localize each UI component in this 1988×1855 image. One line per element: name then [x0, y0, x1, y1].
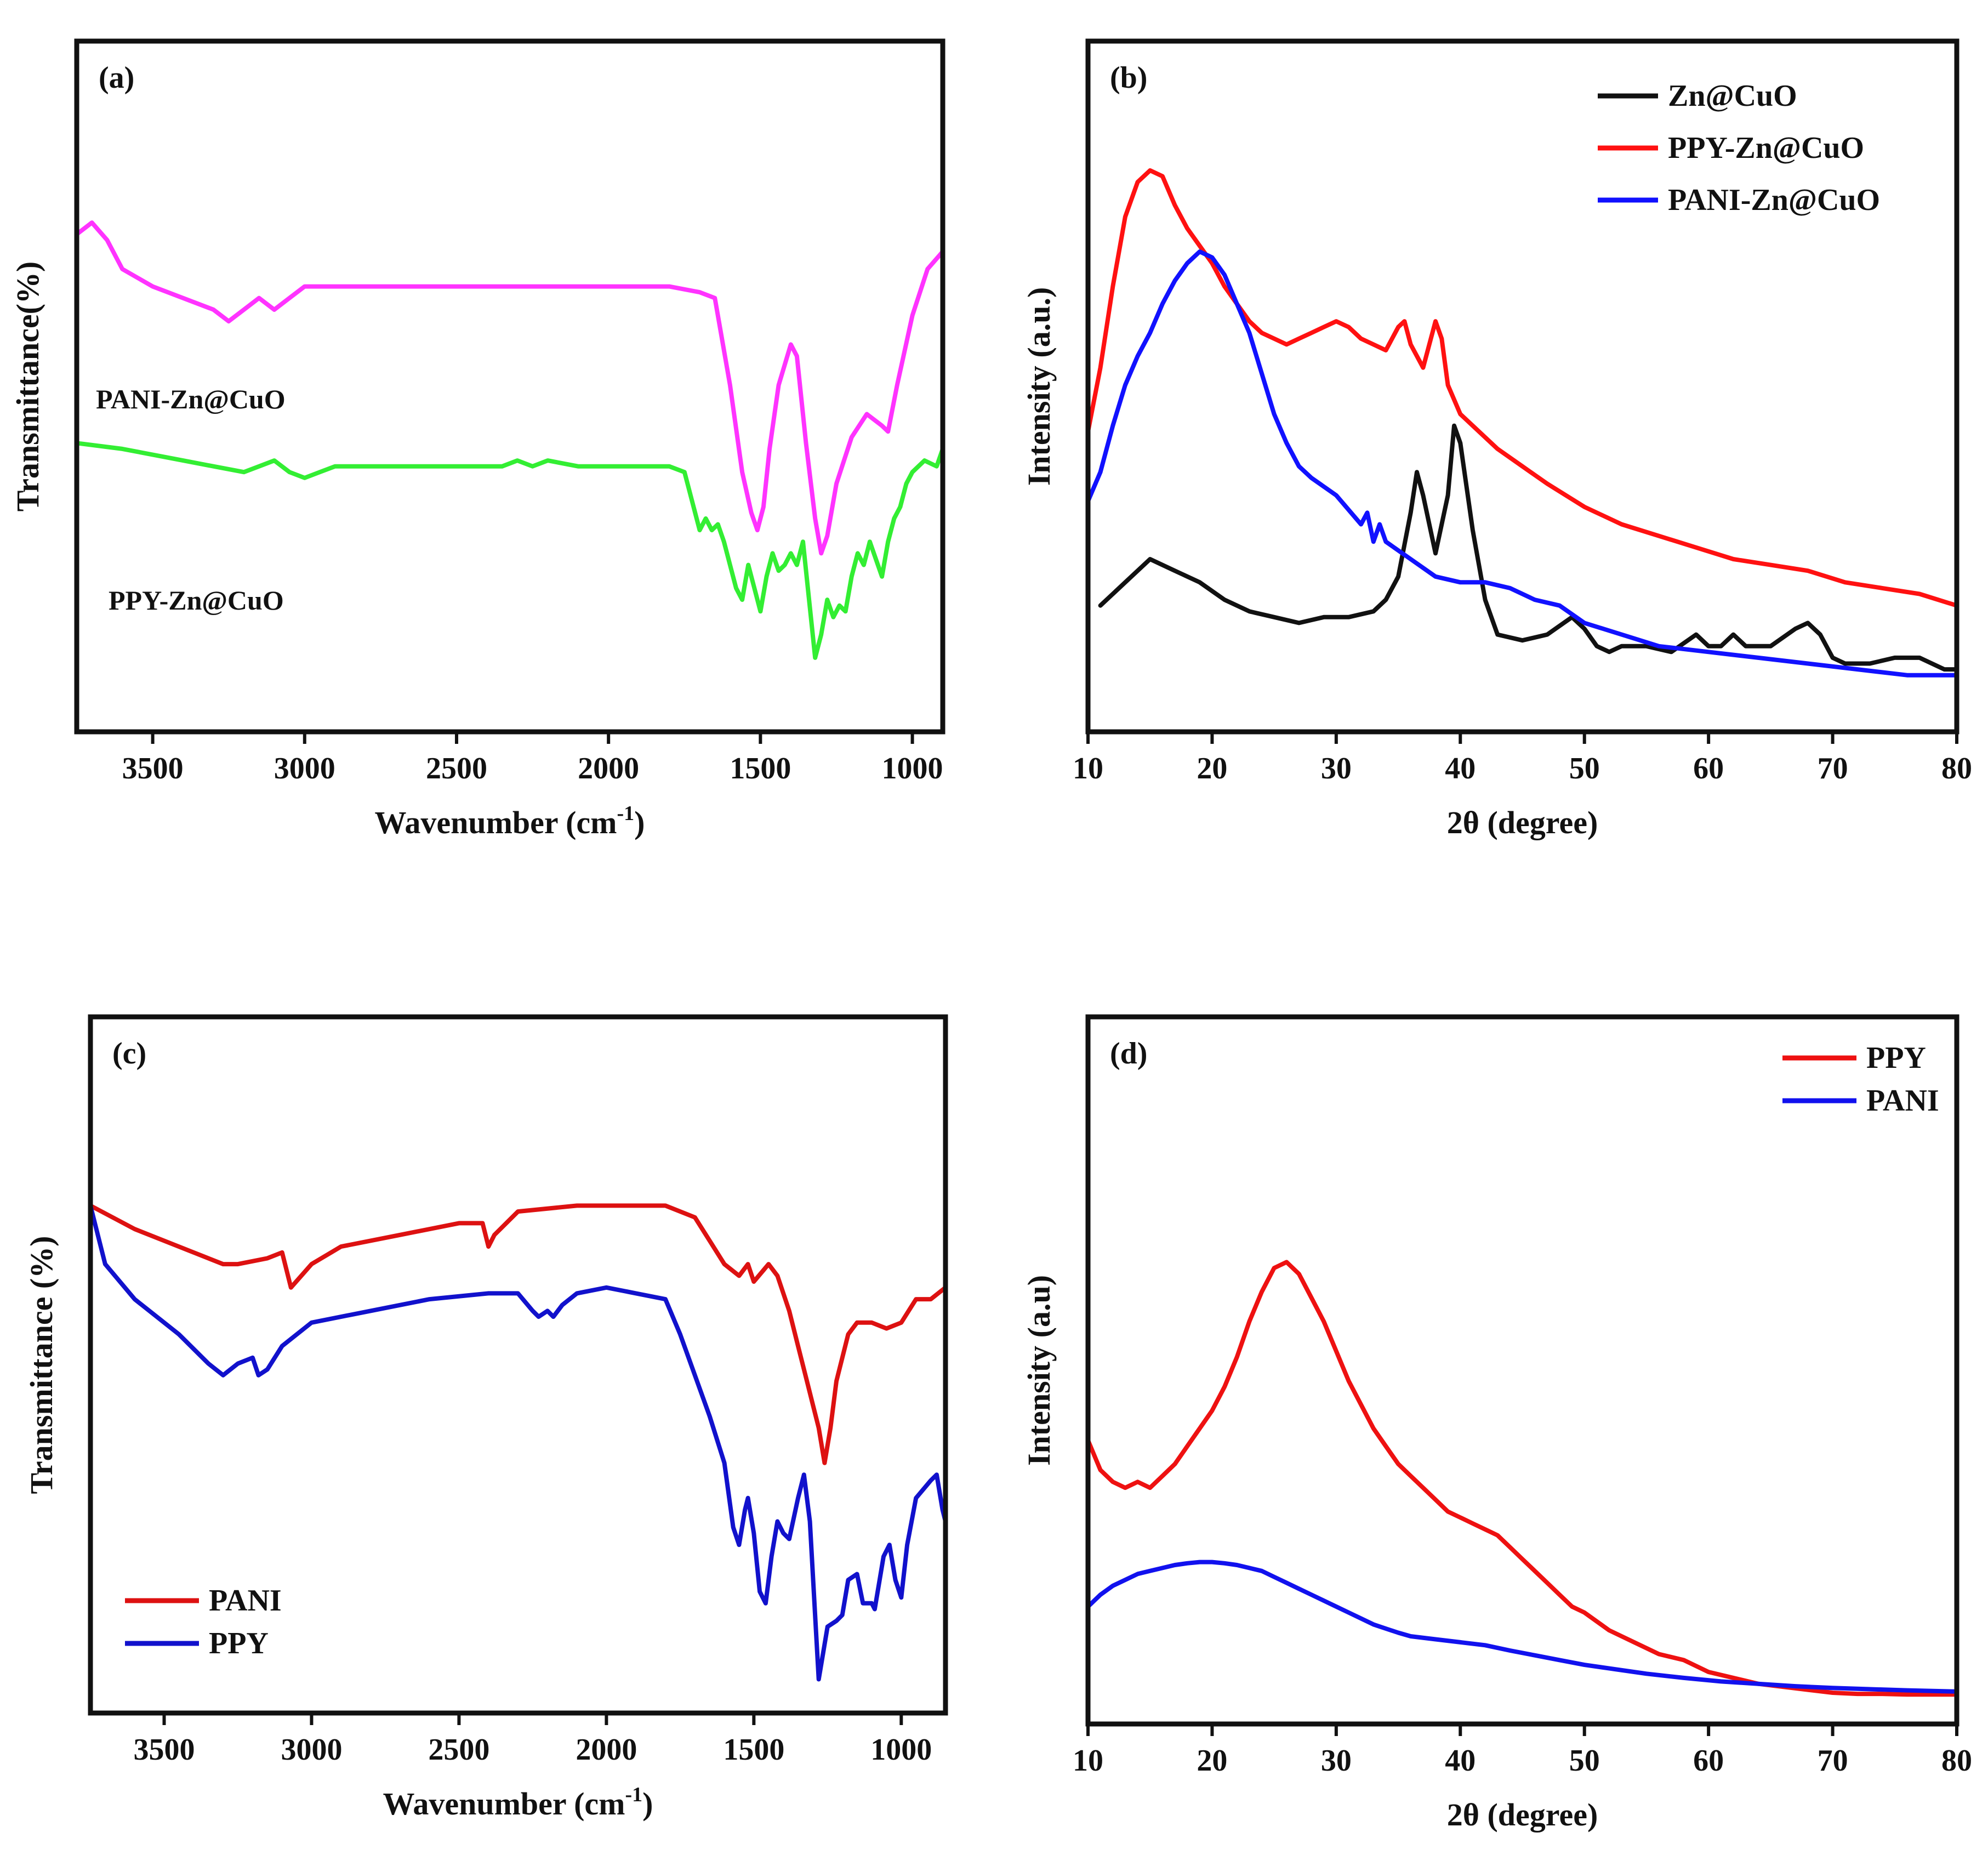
series-zn-cuo-line [1098, 423, 1959, 672]
plot-frame [1085, 38, 1959, 735]
x-tick-label: 1500 [730, 752, 791, 786]
series-ppy-line [88, 1203, 948, 1682]
y-axis-label: Intensity (a.u.) [1021, 287, 1057, 486]
panel-a: 3500 3000 2500 2000 1500 1000 (a) Wavenumber (c… [10, 38, 945, 840]
x-axis-label-superscript: -1 [625, 1783, 642, 1806]
panel-d: 10 20 30 40 50 60 70 80 (d) 2θ (degree) Intensity … [1021, 1014, 1972, 1833]
x-tick-label: 2500 [426, 752, 487, 786]
panel-label: (a) [99, 61, 134, 95]
x-tick-label: 70 [1818, 752, 1848, 786]
x-tick-label: 20 [1197, 752, 1227, 786]
x-tick-label: 1500 [723, 1733, 784, 1767]
x-tick-label: 40 [1445, 1744, 1476, 1778]
x-tick-label: 3000 [274, 752, 335, 786]
x-tick-label: 2500 [428, 1733, 489, 1767]
panel-label: (c) [112, 1037, 146, 1071]
series-ppy-zn-cuo-line [1086, 168, 1959, 608]
y-axis-label: Transmittance(%) [10, 261, 45, 511]
series-pani-zn-cuo-line [1086, 249, 1959, 678]
plot-frame [74, 38, 945, 735]
series-pani-line [1086, 1560, 1959, 1694]
plot-frame [1085, 1014, 1959, 1727]
x-tick-label: 20 [1197, 1744, 1227, 1778]
x-tick-label: 1000 [870, 1733, 932, 1767]
legend-label: PANI [1866, 1084, 1939, 1118]
x-axis-label: Wavenumber (cm-1) [375, 802, 645, 840]
legend-label: PANI-Zn@CuO [1668, 183, 1880, 217]
x-tick-label: 50 [1569, 752, 1600, 786]
x-axis-label-text: Wavenumber (cm [375, 805, 617, 840]
x-axis-label-text: 2θ (degree) [1447, 1797, 1598, 1833]
x-tick-label: 80 [1941, 1744, 1972, 1778]
x-axis-label-text: 2θ (degree) [1447, 805, 1598, 840]
x-tick-label: 2000 [578, 752, 639, 786]
x-tick-label: 60 [1693, 1744, 1724, 1778]
x-tick-label: 30 [1321, 1744, 1352, 1778]
series-pani-line [88, 1203, 948, 1465]
x-tick-label: 3000 [281, 1733, 342, 1767]
legend-label: PPY [209, 1626, 269, 1660]
x-axis-label-superscript: -1 [617, 802, 634, 825]
plot-frame [88, 1014, 948, 1716]
x-tick-label: 80 [1941, 752, 1972, 786]
legend-label: PANI [209, 1584, 282, 1618]
x-tick-label: 10 [1073, 752, 1103, 786]
x-tick-label: 70 [1818, 1744, 1848, 1778]
panel-b: 10 20 30 40 50 60 70 80 (b) 2θ (degree) Intensity … [1021, 38, 1972, 840]
x-tick-label: 2000 [576, 1733, 637, 1767]
x-axis-label: 2θ (degree) [1447, 805, 1598, 840]
series-ppy-line [1086, 1260, 1959, 1697]
series-annotation: PPY-Zn@CuO [109, 585, 284, 616]
x-tick-label: 1000 [882, 752, 943, 786]
x-tick-label: 3500 [122, 752, 184, 786]
x-tick-label: 30 [1321, 752, 1352, 786]
x-tick-label: 60 [1693, 752, 1724, 786]
x-axis-label-end: ) [634, 805, 645, 840]
x-axis-label: 2θ (degree) [1447, 1797, 1598, 1833]
legend-label: PPY-Zn@CuO [1668, 131, 1864, 165]
x-tick-label: 50 [1569, 1744, 1600, 1778]
series-pani-zn-cuo-line [75, 220, 945, 556]
x-axis-label: Wavenumber (cm-1) [383, 1783, 653, 1822]
series-annotation: PANI-Zn@CuO [96, 384, 286, 414]
x-tick-label: 40 [1445, 752, 1476, 786]
x-axis-label-text: Wavenumber (cm [383, 1786, 625, 1822]
legend-label: PPY [1866, 1041, 1926, 1075]
series-ppy-zn-cuo-line [75, 441, 945, 660]
y-axis-label: Transmittance (%) [24, 1236, 59, 1494]
x-axis-label-end: ) [642, 1786, 653, 1822]
x-tick-label: 3500 [133, 1733, 195, 1767]
y-axis-label: Intensity (a.u) [1021, 1275, 1057, 1466]
panel-c: 3500 3000 2500 2000 1500 1000 (c) Wavenumber (c… [24, 1014, 948, 1822]
panel-label: (b) [1110, 61, 1147, 95]
panel-label: (d) [1110, 1037, 1147, 1071]
legend-label: Zn@CuO [1668, 79, 1797, 113]
x-tick-label: 10 [1073, 1744, 1103, 1778]
